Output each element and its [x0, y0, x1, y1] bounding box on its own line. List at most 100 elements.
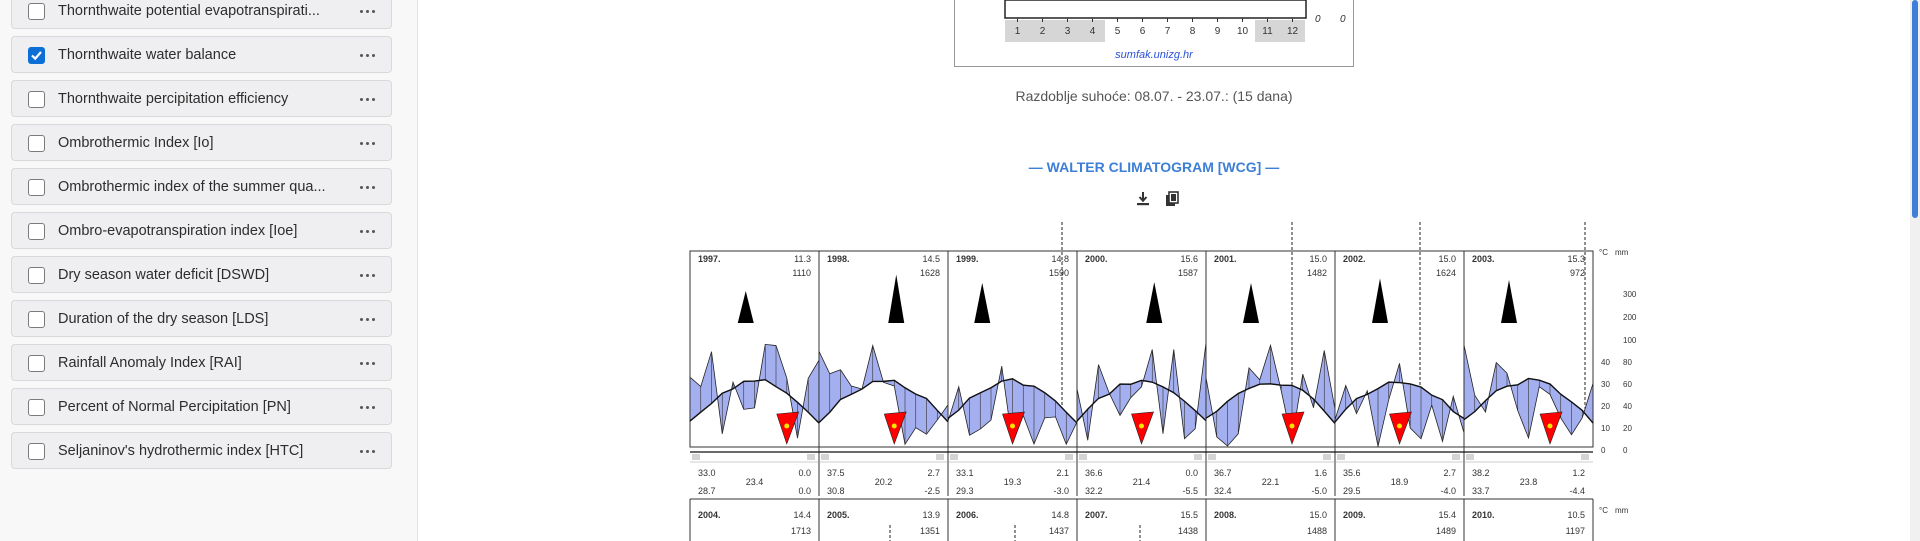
precip-scale-label: 80 — [1623, 358, 1632, 367]
temp-scale-label: 40 — [1601, 358, 1610, 367]
year-label: 2010. — [1472, 510, 1495, 520]
precip-scale-label: 60 — [1623, 380, 1632, 389]
index-label: Ombro-evapotranspiration index [Ioe] — [58, 223, 298, 239]
copy-icon[interactable] — [1166, 191, 1179, 206]
index-checkbox[interactable] — [28, 399, 45, 416]
frost-mark — [1065, 454, 1073, 460]
index-item[interactable]: Dry season water deficit [DSWD] — [11, 256, 392, 293]
frost-mark — [807, 454, 815, 460]
mean-max-temp: 32.4 — [1214, 486, 1232, 496]
year-label: 1997. — [698, 254, 721, 264]
index-item[interactable]: Thornthwaite water balance — [11, 36, 392, 73]
more-horizontal-icon[interactable] — [357, 177, 379, 197]
walter-climatogram: 1997. 11.3 1110 33.0 28.7 23.4 0.0 0.0 1998. 14.5… — [680, 210, 1640, 541]
annual-precip: 972 — [1570, 268, 1585, 278]
more-horizontal-icon[interactable] — [357, 221, 379, 241]
index-checkbox[interactable] — [28, 3, 45, 20]
abs-min-temp: -4.0 — [1440, 486, 1456, 496]
index-checkbox[interactable] — [28, 311, 45, 328]
mean-temp: 10.5 — [1567, 510, 1585, 520]
mean-temp: 14.4 — [793, 510, 811, 520]
index-item[interactable]: Thornthwaite potential evapotranspirati.… — [11, 0, 392, 29]
index-item[interactable]: Duration of the dry season [LDS] — [11, 300, 392, 337]
index-item[interactable]: Rainfall Anomaly Index [RAI] — [11, 344, 392, 381]
precip-scale-label: 300 — [1623, 290, 1637, 299]
index-item[interactable]: Percent of Normal Percipitation [PN] — [11, 388, 392, 425]
month-label: 1 — [1015, 26, 1021, 37]
year-label: 2007. — [1085, 510, 1108, 520]
month-label: 10 — [1237, 26, 1249, 37]
index-checkbox[interactable] — [28, 47, 45, 64]
month-label: 8 — [1190, 26, 1196, 37]
month-label: 5 — [1115, 26, 1121, 37]
year-label: 2003. — [1472, 254, 1495, 264]
mean-range: 20.2 — [875, 477, 893, 487]
more-horizontal-icon[interactable] — [357, 397, 379, 417]
more-horizontal-icon[interactable] — [357, 441, 379, 461]
index-checkbox[interactable] — [28, 223, 45, 240]
source-link[interactable]: sumfak.unizg.hr — [1115, 49, 1193, 61]
index-item[interactable]: Thornthwaite percipitation efficiency — [11, 80, 392, 117]
more-horizontal-icon[interactable] — [357, 89, 379, 109]
annual-precip: 1197 — [1566, 526, 1585, 536]
indices-sidebar: Thornthwaite potential evapotranspirati.… — [0, 0, 418, 541]
more-horizontal-icon[interactable] — [357, 1, 379, 21]
more-horizontal-icon[interactable] — [357, 45, 379, 65]
dry-month-mark — [1255, 20, 1280, 42]
index-checkbox[interactable] — [28, 179, 45, 196]
perhumid-area — [737, 291, 754, 323]
year-label: 2008. — [1214, 510, 1237, 520]
dry-period-mark — [891, 423, 897, 429]
chart-frame — [1004, 0, 1307, 19]
abs-max-temp: 33.1 — [956, 468, 974, 478]
index-item[interactable]: Ombrothermic index of the summer qua... — [11, 168, 392, 205]
index-item[interactable]: Ombrothermic Index [Io] — [11, 124, 392, 161]
abs-min-temp: -4.4 — [1569, 486, 1585, 496]
abs-min-temp: -3.0 — [1053, 486, 1069, 496]
index-checkbox[interactable] — [28, 267, 45, 284]
index-checkbox[interactable] — [28, 91, 45, 108]
dry-period-mark — [1547, 423, 1553, 429]
mean-temp: 13.9 — [922, 510, 940, 520]
dry-month-mark — [1055, 20, 1080, 42]
abs-min-temp: -5.0 — [1311, 486, 1327, 496]
axis-value: 0 — [1315, 14, 1321, 25]
index-item[interactable]: Ombro-evapotranspiration index [Ioe] — [11, 212, 392, 249]
index-label: Dry season water deficit [DSWD] — [58, 267, 270, 283]
abs-min-temp: -5.5 — [1182, 486, 1198, 496]
annual-precip: 1489 — [1436, 526, 1456, 536]
scrollbar[interactable] — [1910, 0, 1920, 541]
annual-precip: 1437 — [1049, 526, 1069, 536]
abs-max-temp: 37.5 — [827, 468, 845, 478]
more-horizontal-icon[interactable] — [357, 309, 379, 329]
index-checkbox[interactable] — [28, 135, 45, 152]
frost-mark — [936, 454, 944, 460]
abs-max-temp: 35.6 — [1343, 468, 1361, 478]
index-checkbox[interactable] — [28, 443, 45, 460]
mean-temp: 14.8 — [1051, 254, 1069, 264]
year-label: 2006. — [956, 510, 979, 520]
monthly-chart: 1 2 3 4 5 6 7 8 9 10 11 120 0 — [1004, 0, 1346, 42]
mean-max-temp: 29.5 — [1343, 486, 1361, 496]
mean-max-temp: 33.7 — [1472, 486, 1490, 496]
index-label: Thornthwaite potential evapotranspirati.… — [58, 3, 320, 19]
mean-range: 23.8 — [1520, 477, 1538, 487]
scrollbar-thumb[interactable] — [1912, 0, 1918, 218]
more-horizontal-icon[interactable] — [357, 133, 379, 153]
mean-min-temp: 2.7 — [927, 468, 940, 478]
perhumid-area — [974, 282, 991, 323]
more-horizontal-icon[interactable] — [357, 353, 379, 373]
index-checkbox[interactable] — [28, 355, 45, 372]
frost-mark — [1452, 454, 1460, 460]
dry-period-mark — [1289, 423, 1295, 429]
mean-max-temp: 30.8 — [827, 486, 845, 496]
walter-climatogram-svg: 1997. 11.3 1110 33.0 28.7 23.4 0.0 0.0 1998. 14.5… — [689, 222, 1637, 541]
mean-range: 23.4 — [746, 477, 764, 487]
more-horizontal-icon[interactable] — [357, 265, 379, 285]
mean-min-temp: 2.1 — [1056, 468, 1069, 478]
temperature-curve — [818, 379, 949, 424]
download-icon[interactable] — [1137, 192, 1149, 206]
index-item[interactable]: Seljaninov's hydrothermic index [HTC] — [11, 432, 392, 469]
precip-unit: mm — [1615, 248, 1629, 257]
